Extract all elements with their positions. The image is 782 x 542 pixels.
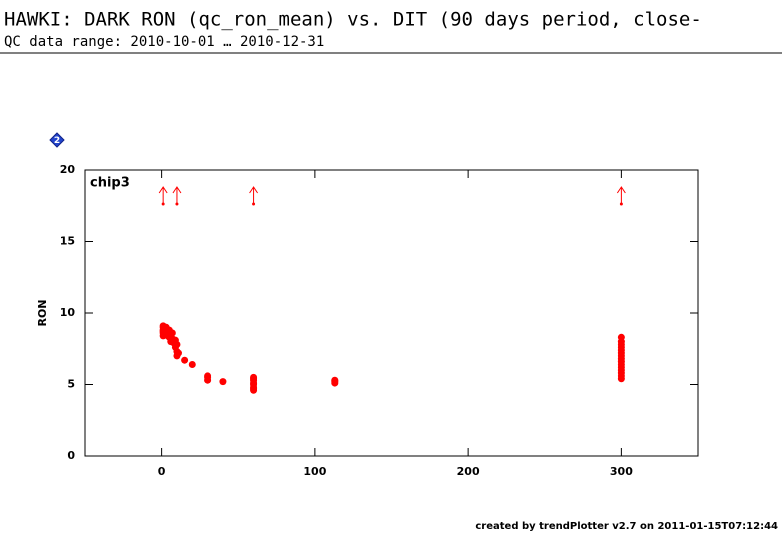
point	[617, 333, 625, 341]
x-tick-label: 200	[457, 465, 480, 478]
outlier-arrow	[158, 186, 168, 204]
y-tick-label: 0	[67, 449, 75, 462]
x-tick-label: 300	[610, 465, 633, 478]
outlier-dot	[619, 202, 623, 206]
point	[204, 372, 212, 380]
y-tick-label: 10	[60, 306, 76, 319]
y-axis-label: RON	[36, 299, 49, 326]
outlier-arrow	[616, 186, 626, 204]
y-tick-label: 20	[60, 163, 76, 176]
point	[331, 376, 339, 384]
badge-text: 2	[54, 136, 60, 146]
point	[174, 349, 182, 357]
point	[250, 373, 258, 381]
outlier-arrow	[172, 186, 182, 204]
outlier-dot	[252, 202, 256, 206]
y-tick-label: 15	[60, 235, 75, 248]
outlier-arrow	[249, 186, 258, 204]
x-tick-label: 0	[158, 465, 166, 478]
x-tick-label: 100	[303, 465, 326, 478]
footer: created by trendPlotter v2.7 on 2011-01-…	[475, 521, 778, 532]
y-tick-label: 5	[67, 378, 75, 391]
point	[181, 356, 189, 364]
point	[188, 360, 196, 368]
outlier-dot	[161, 202, 165, 206]
outlier-dot	[175, 202, 179, 206]
point	[173, 340, 181, 348]
chart-subtitle: QC data range: 2010-10-01 … 2010-12-31	[4, 34, 324, 50]
chart-title: HAWKI: DARK RON (qc_ron_mean) vs. DIT (9…	[4, 9, 702, 31]
panel-label: chip3	[90, 176, 130, 191]
badge-icon: 2	[49, 132, 65, 148]
point	[219, 378, 227, 386]
point	[168, 329, 176, 337]
plot-frame	[84, 169, 699, 457]
